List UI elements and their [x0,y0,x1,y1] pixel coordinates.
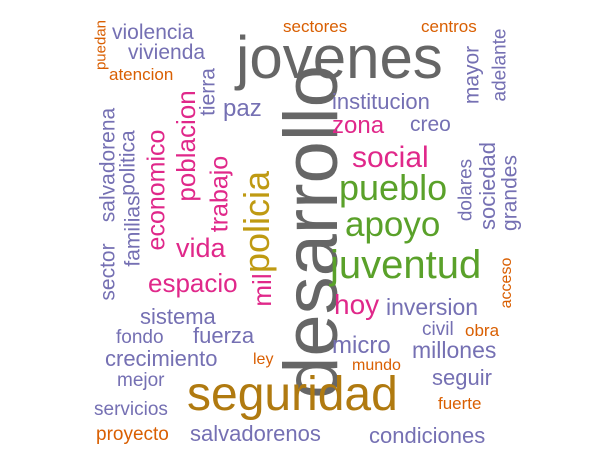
word-condiciones: condiciones [369,423,486,448]
word-grandes: grandes [498,155,522,231]
word-proyecto: proyecto [96,424,169,445]
word-hoy: hoy [334,289,380,320]
word-seguridad: seguridad [187,368,398,421]
word-apoyo: apoyo [345,205,441,244]
word-mejor: mejor [117,370,165,391]
word-centros: centros [421,17,477,36]
word-inversion: inversion [386,294,479,320]
word-trabajo: trabajo [205,155,234,233]
word-sociedad: sociedad [475,141,500,231]
word-violencia: violencia [112,21,194,44]
word-mayor: mayor [460,45,484,105]
word-economico: economico [142,129,171,251]
word-adelante: adelante [489,28,511,102]
word-vida: vida [176,233,226,263]
word-dolares: dolares [455,158,477,222]
word-ley: ley [253,351,274,368]
word-salvadorenos: salvadorenos [190,421,321,446]
word-fuerte: fuerte [438,394,482,413]
word-salvadorena: salvadorena [96,107,120,223]
word-paz: paz [223,95,262,122]
word-juventud: juventud [330,243,482,287]
word-civil: civil [422,319,454,340]
word-creo: creo [410,113,451,136]
word-pueblo: pueblo [339,167,448,208]
word-servicios: servicios [94,399,168,420]
word-poblacion: poblacion [171,90,201,202]
word-fuerza: fuerza [193,323,255,348]
word-micro: micro [332,332,391,359]
word-jovenes: jovenes [236,24,443,91]
word-fondo: fondo [116,327,164,348]
word-mundo: mundo [352,357,401,374]
word-espacio: espacio [148,268,238,298]
word-zona: zona [332,112,385,139]
word-policia: policia [236,170,277,274]
word-familias: familias [121,195,145,267]
word-seguir: seguir [432,365,492,390]
word-sectores: sectores [283,17,348,36]
word-puedan: puedan [92,19,110,71]
word-sistema: sistema [140,304,216,329]
word-politica: politica [116,130,140,196]
word-social: social [352,141,429,174]
word-acceso: acceso [498,257,515,309]
word-vivienda: vivienda [128,41,206,64]
word-millones: millones [412,337,497,363]
word-institucion: institucion [332,89,430,114]
word-sector: sector [96,243,120,301]
word-obra: obra [465,321,500,340]
word-crecimiento: crecimiento [105,346,218,371]
word-tierra: tierra [196,68,220,116]
word-mil: mil [247,273,277,307]
word-atencion: atencion [109,65,174,84]
